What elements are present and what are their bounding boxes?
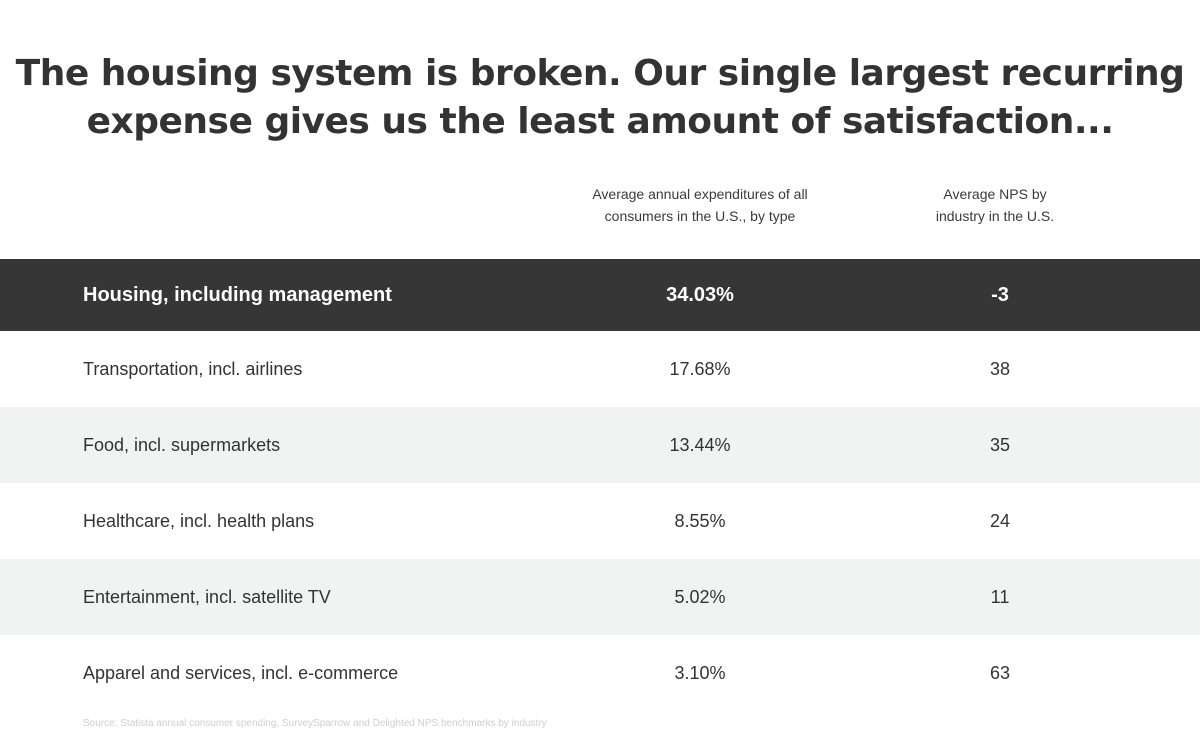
table-row-healthcare: Healthcare, incl. health plans 8.55% 24 bbox=[0, 483, 1200, 559]
column-header-spend-line-2: consumers in the U.S., by type bbox=[604, 208, 796, 224]
column-header-nps: Average NPS by industry in the U.S. bbox=[900, 183, 1090, 227]
row-label: Apparel and services, incl. e-commerce bbox=[83, 662, 399, 683]
row-spend-value: 13.44% bbox=[669, 434, 731, 455]
row-spend-value: 17.68% bbox=[669, 358, 731, 379]
row-nps-value: 63 bbox=[989, 662, 1011, 683]
title-line-2: expense gives us the least amount of sat… bbox=[86, 101, 1114, 142]
column-header-nps-line-2: industry in the U.S. bbox=[935, 208, 1055, 224]
row-nps-value: 11 bbox=[990, 586, 1010, 607]
row-spend-value: 34.03% bbox=[666, 283, 734, 306]
row-nps-value: 38 bbox=[989, 358, 1011, 379]
column-header-nps-line-1: Average NPS by bbox=[943, 186, 1047, 202]
row-label: Transportation, incl. airlines bbox=[83, 358, 303, 379]
table-row-transportation: Transportation, incl. airlines 17.68% 38 bbox=[0, 331, 1200, 407]
table-row-entertainment: Entertainment, incl. satellite TV 5.02% … bbox=[0, 559, 1200, 635]
column-header-spend-line-1: Average annual expenditures of all bbox=[592, 186, 808, 202]
table-row-apparel: Apparel and services, incl. e-commerce 3… bbox=[0, 635, 1200, 711]
row-label: Food, incl. supermarkets bbox=[83, 434, 281, 455]
page-title: The housing system is broken. Our single… bbox=[0, 50, 1200, 146]
row-label: Housing, including management bbox=[83, 283, 392, 306]
row-nps-value: 35 bbox=[989, 434, 1011, 455]
row-spend-value: 5.02% bbox=[674, 586, 726, 607]
row-nps-value: 24 bbox=[989, 510, 1011, 531]
row-label: Entertainment, incl. satellite TV bbox=[83, 586, 331, 607]
title-line-1: The housing system is broken. Our single… bbox=[15, 53, 1185, 94]
table-row-housing: Housing, including management 34.03% -3 bbox=[0, 259, 1200, 331]
row-spend-value: 8.55% bbox=[674, 510, 726, 531]
data-table: Housing, including management 34.03% -3 … bbox=[0, 259, 1200, 711]
row-spend-value: 3.10% bbox=[674, 662, 726, 683]
column-header-spend: Average annual expenditures of all consu… bbox=[540, 183, 860, 227]
row-label: Healthcare, incl. health plans bbox=[83, 510, 315, 531]
row-nps-value: -3 bbox=[991, 283, 1009, 306]
source-note: Source: Statista annual consumer spendin… bbox=[83, 718, 547, 729]
table-row-food: Food, incl. supermarkets 13.44% 35 bbox=[0, 407, 1200, 483]
